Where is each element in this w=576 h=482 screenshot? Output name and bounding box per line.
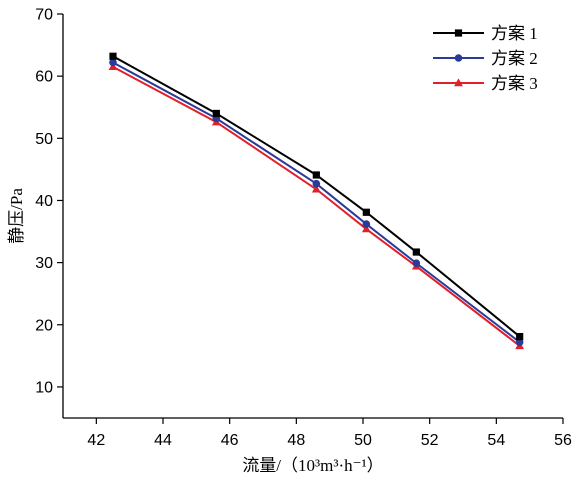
data-point xyxy=(361,224,371,233)
x-tick-label: 56 xyxy=(554,432,572,449)
legend-label: 方案 1 xyxy=(491,24,538,43)
x-tick-label: 44 xyxy=(154,432,172,449)
data-point xyxy=(362,220,371,228)
x-tick-label: 52 xyxy=(421,432,439,449)
y-tick-label: 30 xyxy=(35,255,53,272)
data-point xyxy=(362,208,370,216)
data-point xyxy=(109,58,117,67)
legend-marker xyxy=(454,29,463,37)
y-tick-label: 60 xyxy=(35,69,53,86)
y-tick-label: 20 xyxy=(35,317,53,334)
x-tick-label: 54 xyxy=(487,432,505,449)
x-tick-label: 50 xyxy=(354,432,372,449)
x-tick-label: 42 xyxy=(87,432,105,449)
legend-marker xyxy=(454,78,463,87)
data-point xyxy=(412,259,421,268)
data-point xyxy=(312,171,320,179)
legend-label: 方案 2 xyxy=(491,49,538,68)
data-point xyxy=(412,248,420,256)
data-point xyxy=(109,52,117,60)
x-tick-label: 46 xyxy=(221,432,239,449)
legend-label: 方案 3 xyxy=(491,74,538,93)
y-tick-label: 70 xyxy=(35,7,53,24)
y-tick-label: 40 xyxy=(35,193,53,210)
series-line xyxy=(112,55,521,338)
series-layer xyxy=(108,52,525,350)
y-tick-label: 10 xyxy=(35,379,53,396)
data-point xyxy=(516,332,524,341)
data-point xyxy=(515,338,524,346)
x-axis-title: 流量/（10³m³·h⁻¹） xyxy=(242,456,383,475)
series-line xyxy=(112,61,521,343)
legend-marker xyxy=(454,54,463,62)
y-axis-title: 静压/Pa xyxy=(7,188,26,244)
data-point xyxy=(312,179,321,188)
x-tick-label: 48 xyxy=(287,432,305,449)
y-tick-label: 50 xyxy=(35,131,53,148)
legend: 方案 1 方案 2 方案 3 xyxy=(433,24,538,93)
data-point xyxy=(311,184,321,193)
axes: 42 44 46 48 50 52 54 56 10 20 30 40 50 60 70 xyxy=(35,7,572,450)
data-point xyxy=(212,109,220,118)
series-line xyxy=(112,65,521,347)
